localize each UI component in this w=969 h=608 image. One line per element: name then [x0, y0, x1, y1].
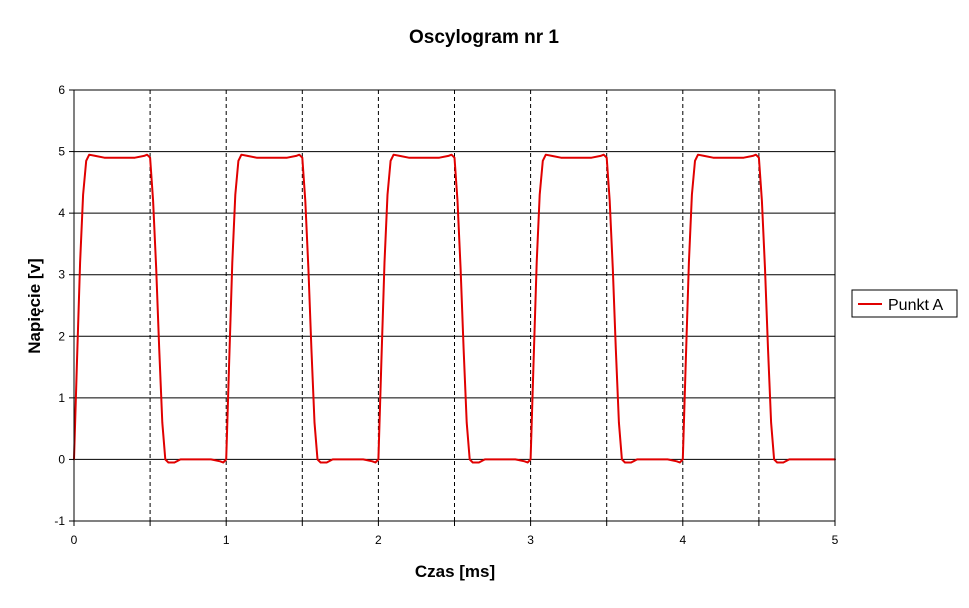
ticks: -1 0 1 2 3 4 5 6 0 1 2 3 4 5	[54, 83, 838, 547]
y-tick-label: 6	[58, 83, 65, 97]
legend-box	[851, 289, 958, 318]
chart-title: Oscylogram nr 1	[409, 27, 559, 48]
y-tick-label: 0	[58, 452, 65, 466]
y-tick-label: 2	[58, 329, 65, 343]
x-tick-label: 1	[223, 533, 230, 547]
y-tick-label: 4	[58, 206, 65, 220]
x-tick-label: 2	[375, 533, 382, 547]
x-tick-label: 5	[832, 533, 839, 547]
y-tick-label: 1	[58, 391, 65, 405]
series-layer	[73, 153, 836, 464]
series-line-punkt-a	[73, 153, 836, 464]
x-axis-label: Czas [ms]	[415, 562, 495, 581]
y-tick-label: 5	[58, 145, 65, 159]
legend: Punkt A	[851, 289, 958, 318]
legend-label-punkt-a: Punkt A	[888, 297, 943, 314]
x-tick-label: 0	[71, 533, 78, 547]
y-tick-label: -1	[54, 514, 65, 528]
y-tick-label: 3	[58, 268, 65, 282]
y-axis-label: Napięcie [v]	[25, 258, 44, 353]
x-tick-label: 3	[527, 533, 534, 547]
x-tick-label: 4	[679, 533, 686, 547]
